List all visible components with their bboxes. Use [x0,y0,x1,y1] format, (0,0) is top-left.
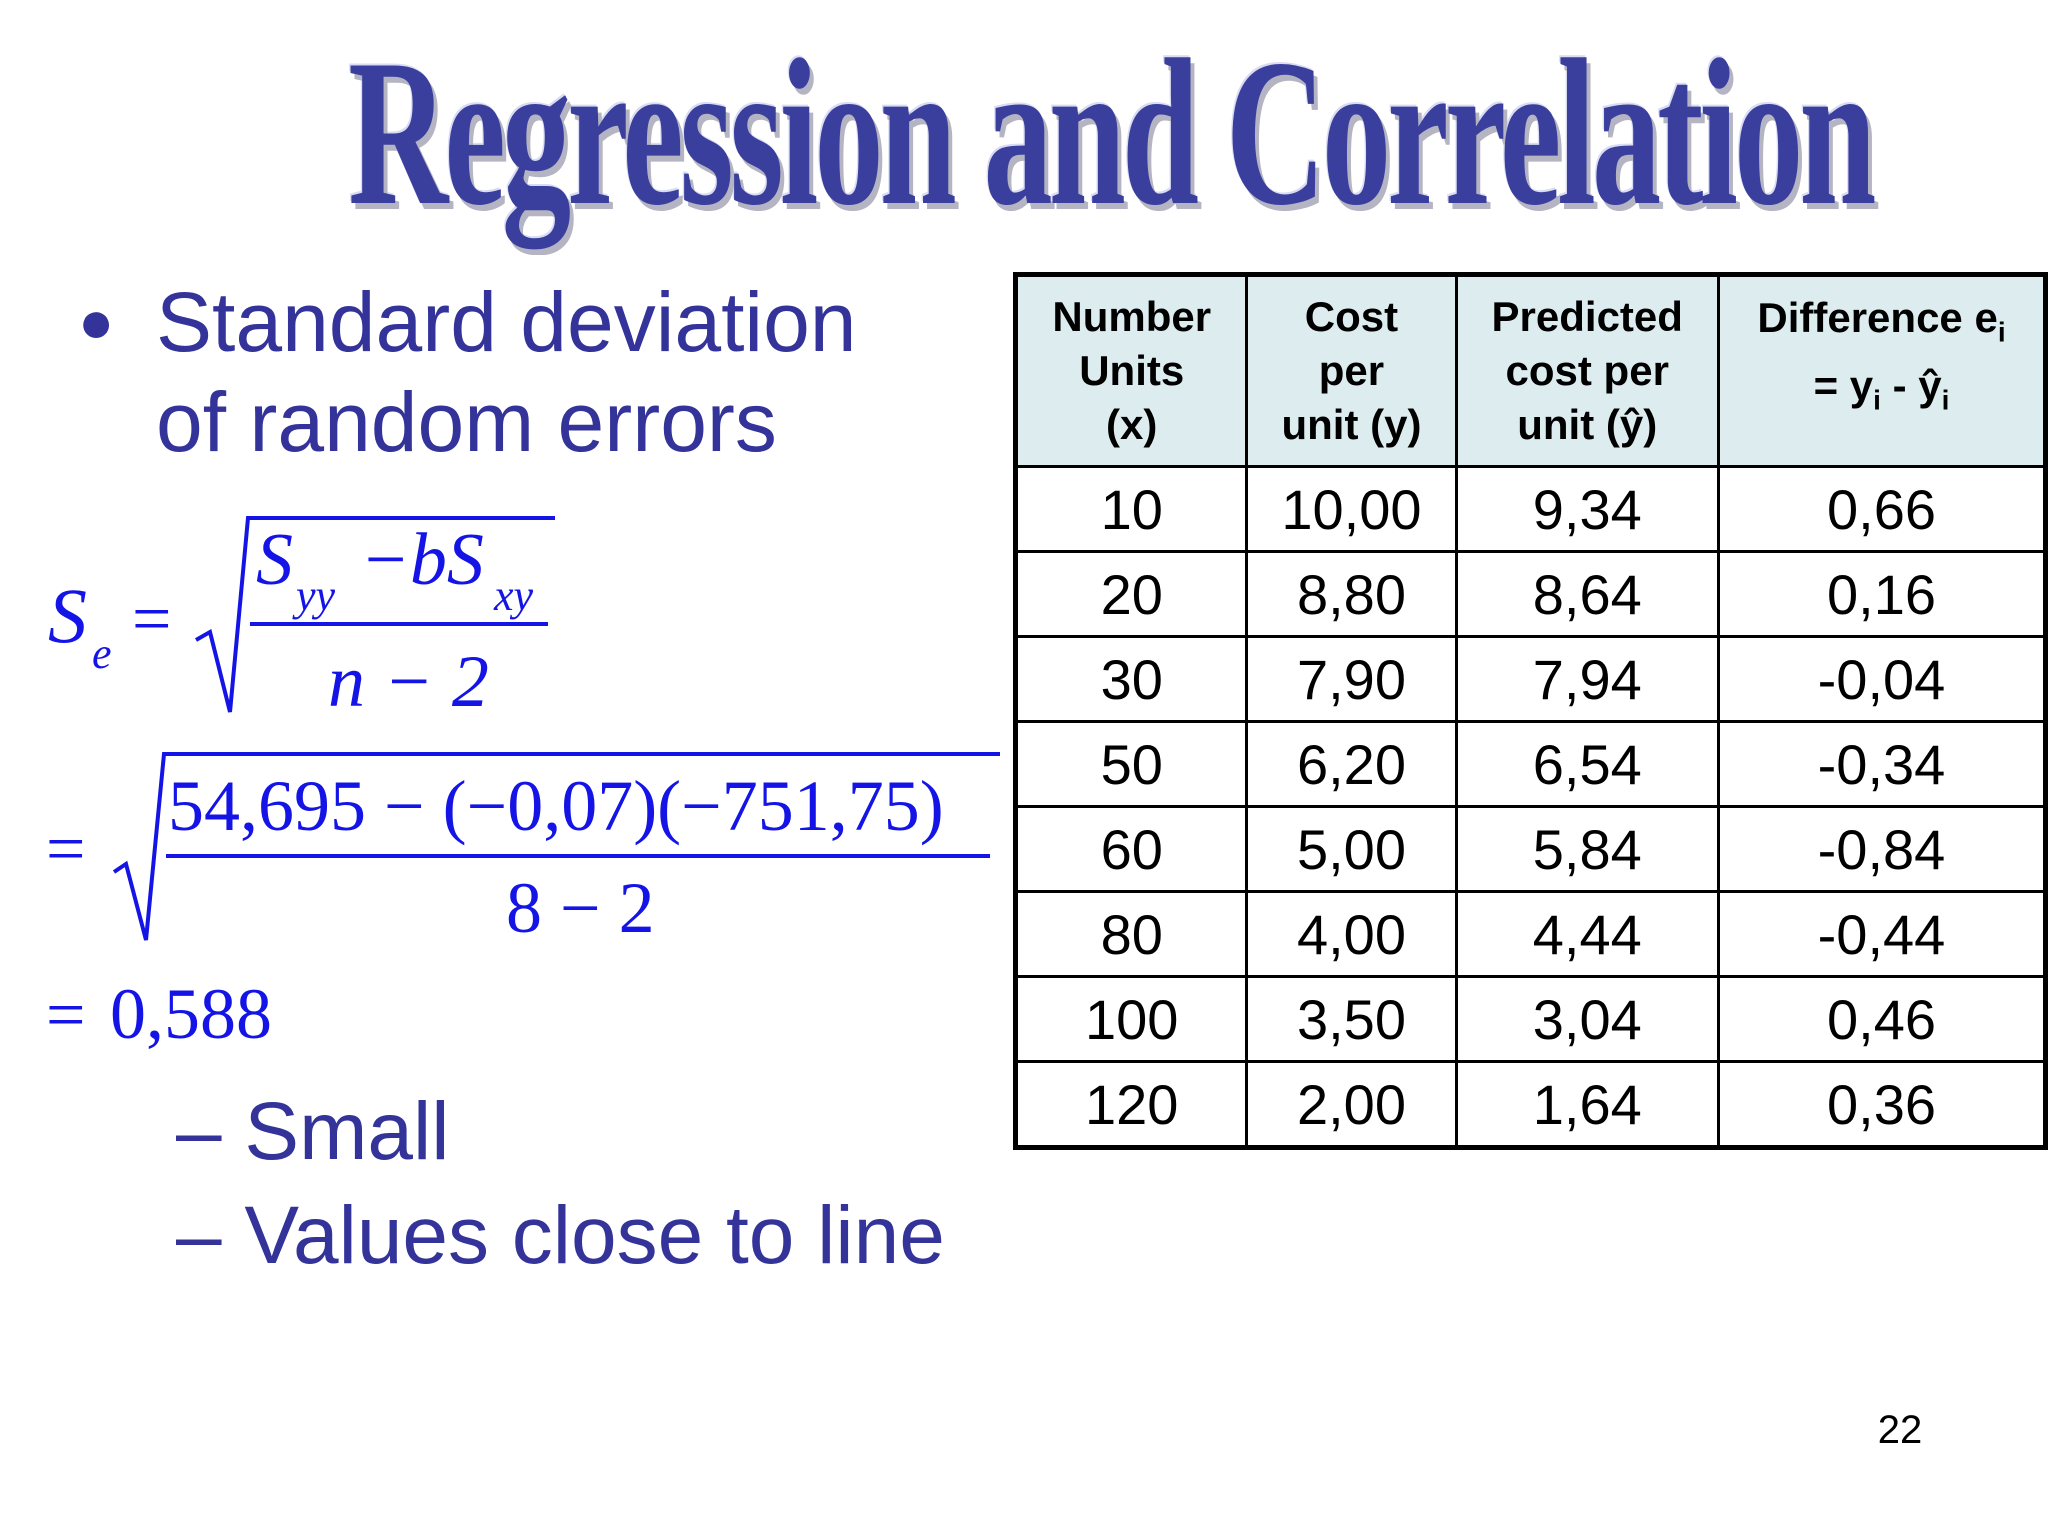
formula-equals-3: = [46,977,85,1054]
header-predicted-cost: Predicted cost per unit (ŷ) [1454,273,1720,468]
formula-numeric-den: 8 − 2 [506,868,655,948]
header-number-units: Number Units (x) [1013,273,1249,468]
bullet-line-1: Standard deviation [156,275,857,369]
table-row: 10 10,00 9,34 0,66 [1013,465,2048,553]
formula-equals-1: = [132,581,171,658]
sub-bullet-values-close: – Values close to line [176,1190,945,1281]
standard-error-formula: S e = S yy −bS xy n − 2 = 54,695 − (−0,0… [46,516,1000,1054]
formula-num-b: −bS [360,519,484,601]
table-row: 50 6,20 6,54 -0,34 [1013,720,2048,808]
formula-den: n − 2 [328,641,489,723]
bullet-line-2: of random errors [156,375,777,469]
table-row: 60 5,00 5,84 -0,84 [1013,805,2048,893]
radical-sign-2 [112,752,1000,941]
bullet-text: Standard deviation of random errors [156,272,857,472]
radical-sign-1 [195,516,555,713]
table-header-row: Number Units (x) Cost per unit (y) Predi… [1013,273,2048,468]
formula-num-a: S [256,519,293,601]
slide-title: Regression and Correlation [348,17,1876,249]
formula-lhs-sub: e [92,629,112,678]
header-cost-per-unit: Cost per unit (y) [1245,273,1458,468]
formula-numeric-num: 54,695 − (−0,07)(−751,75) [168,766,944,846]
formula-equals-2: = [46,811,85,888]
table-row: 80 4,00 4,44 -0,44 [1013,890,2048,978]
formula-result: 0,588 [110,974,272,1054]
formula-lhs: S [48,572,87,659]
header-difference: Difference ei = yi - ŷi [1716,273,2048,468]
page-number: 22 [1877,1408,1923,1452]
table-row: 120 2,00 1,64 0,36 [1013,1060,2048,1149]
sub-bullet-small: – Small [176,1086,450,1177]
regression-table: Number Units (x) Cost per unit (y) Predi… [1013,272,2048,1150]
table-row: 20 8,80 8,64 0,16 [1013,550,2048,638]
formula-num-b-sub: xy [493,571,534,620]
formula-num-a-sub: yy [292,571,336,620]
table-row: 100 3,50 3,04 0,46 [1013,975,2048,1063]
bullet-dot-icon: ● [78,288,115,355]
table-row: 30 7,90 7,94 -0,04 [1013,635,2048,723]
